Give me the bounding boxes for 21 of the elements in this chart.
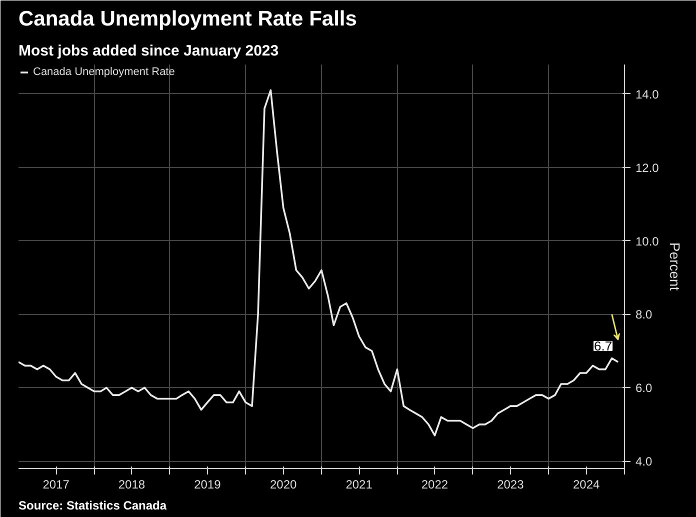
annotation: 6.7 — [594, 338, 612, 354]
y-axis-title: Percent — [666, 242, 683, 291]
x-tick-label: 2018 — [118, 478, 146, 492]
y-tick-label: 12.0 — [636, 160, 660, 175]
x-tick-label: 2017 — [42, 478, 70, 492]
x-tick-label: 2021 — [346, 478, 373, 492]
y-tick-label: 6.0 — [636, 381, 653, 396]
chart-subtitle: Most jobs added since January 2023 — [18, 42, 279, 60]
y-tick-label: 8.0 — [636, 308, 653, 322]
x-tick-label: 2020 — [270, 478, 298, 492]
y-tick-label: 10.0 — [636, 234, 660, 248]
chart-title: Canada Unemployment Rate Falls — [18, 8, 357, 30]
x-tick-label: 2024 — [572, 478, 600, 492]
x-tick-label: 2023 — [497, 478, 524, 492]
y-tick-label: 4.0 — [636, 454, 653, 469]
x-tick-label: 2022 — [421, 478, 448, 492]
legend-label: Canada Unemployment Rate — [33, 66, 175, 78]
line-series — [18, 89, 619, 436]
y-tick-label: 14.0 — [636, 87, 660, 102]
x-tick-label: 2019 — [194, 478, 222, 492]
source-note: Source: Statistics Canada — [18, 498, 167, 512]
